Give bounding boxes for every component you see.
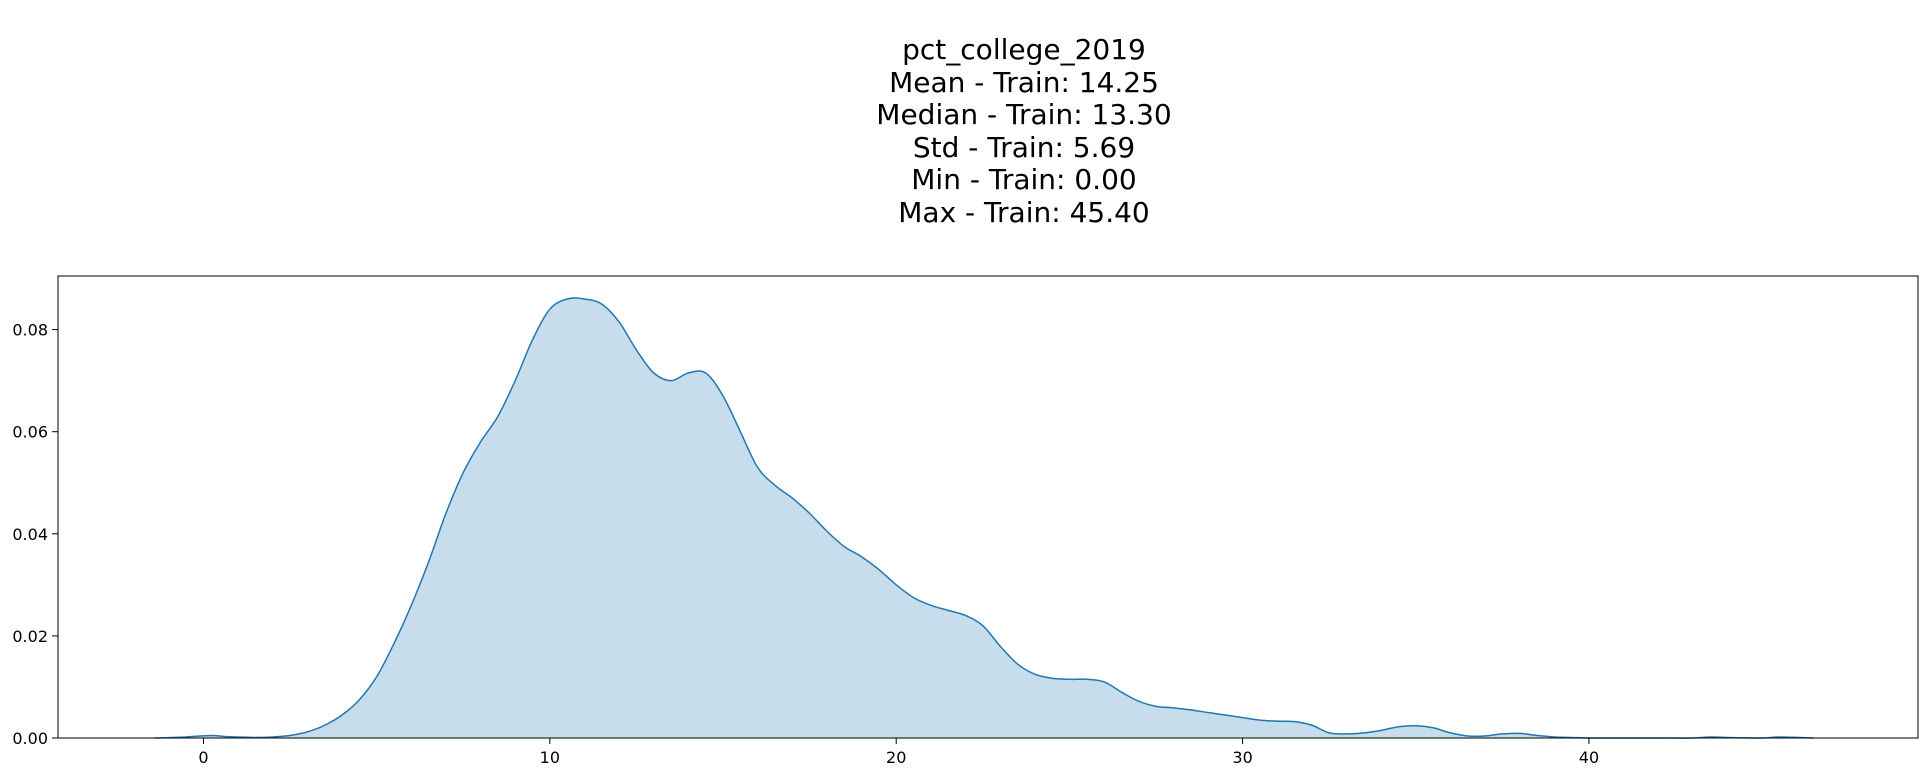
title-mean: Mean - Train: 14.25 bbox=[889, 65, 1159, 99]
chart-title: pct_college_2019 Mean - Train: 14.25 Med… bbox=[0, 33, 1928, 229]
title-median: Median - Train: 13.30 bbox=[876, 98, 1172, 131]
x-tick-label-0: 0 bbox=[198, 748, 208, 767]
title-variable-name: pct_college_2019 bbox=[902, 33, 1146, 66]
title-max: Max - Train: 45.40 bbox=[898, 195, 1150, 229]
plot-frame bbox=[57, 275, 1919, 739]
x-tick-label-3: 30 bbox=[1232, 748, 1252, 767]
x-tick-label-2: 20 bbox=[886, 748, 906, 767]
x-tick-label-1: 10 bbox=[540, 748, 560, 767]
y-tick-label-2: 0.04 bbox=[12, 525, 48, 544]
x-tick-label-4: 40 bbox=[1579, 748, 1599, 767]
y-tick-label-0: 0.00 bbox=[12, 729, 48, 748]
plot-area bbox=[154, 297, 1815, 739]
title-min: Min - Train: 0.00 bbox=[911, 163, 1137, 196]
title-std: Std - Train: 5.69 bbox=[912, 130, 1136, 164]
density-fill-0 bbox=[154, 297, 1815, 739]
y-tick-label-1: 0.02 bbox=[12, 627, 48, 646]
y-tick-label-3: 0.06 bbox=[12, 423, 48, 442]
y-tick-label-4: 0.08 bbox=[12, 321, 48, 340]
density-line-0 bbox=[154, 297, 1815, 739]
axes: 0 10 20 30 40 0.00 0.02 0.04 0.06 0.08 bbox=[12, 275, 1919, 767]
